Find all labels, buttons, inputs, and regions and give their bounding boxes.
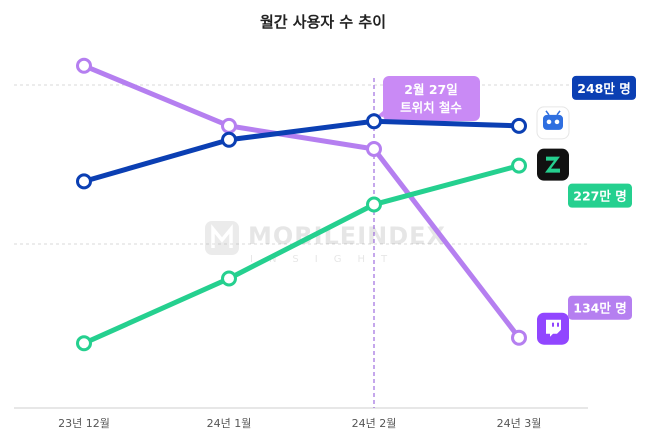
annotation-box	[383, 76, 480, 121]
series-line-soop	[81, 118, 522, 184]
x-axis: 23년 12월 24년 1월 24년 2월 24년 3월	[58, 417, 541, 430]
svg-text:248만 명: 248만 명	[577, 81, 630, 96]
data-point-chzzk	[366, 196, 382, 213]
x-tick-label: 24년 2월	[352, 417, 397, 430]
data-point-twitch	[366, 141, 382, 157]
end-label-chzzk: 227만 명	[568, 183, 632, 208]
svg-text:134만 명: 134만 명	[573, 301, 626, 316]
watermark-logo	[205, 221, 239, 255]
data-point-twitch	[76, 57, 92, 74]
data-point-twitch	[221, 117, 237, 134]
annotation-text: 트위치 철수	[400, 100, 462, 115]
chart-title: 월간 사용자 수 추이	[260, 13, 386, 31]
watermark-logo-mark	[211, 224, 233, 248]
series-line-twitch	[81, 63, 522, 341]
series-line-chzzk	[81, 163, 522, 346]
data-point-twitch	[511, 329, 527, 346]
x-tick-label: 24년 3월	[497, 417, 542, 430]
data-point-soop	[511, 117, 527, 134]
series-layer	[76, 57, 527, 352]
watermark-subtext: INSIGHT	[250, 254, 403, 265]
data-point-soop	[221, 131, 237, 148]
data-point-chzzk	[221, 270, 237, 287]
data-point-soop	[366, 113, 382, 130]
watermark-text: MOBILEINDEX	[248, 222, 446, 250]
data-point-soop	[76, 173, 92, 190]
svg-text:227만 명: 227만 명	[573, 189, 626, 204]
end-label-soop: 248만 명	[572, 75, 636, 100]
x-tick-label: 24년 1월	[207, 417, 252, 430]
tv-app-icon	[536, 106, 570, 140]
data-point-chzzk	[511, 157, 527, 174]
watermark: MOBILEINDEX INSIGHT	[205, 221, 446, 265]
grid	[14, 84, 588, 409]
twitch-icon	[537, 312, 569, 345]
end-labels: 134만 명 248만 명 227만 명	[536, 75, 636, 345]
end-label-twitch: 134만 명	[568, 295, 632, 320]
x-tick-label: 23년 12월	[58, 417, 110, 430]
data-point-chzzk	[76, 335, 92, 352]
annotation-text: 2월 27일	[404, 82, 457, 97]
chzzk-icon	[537, 148, 569, 181]
